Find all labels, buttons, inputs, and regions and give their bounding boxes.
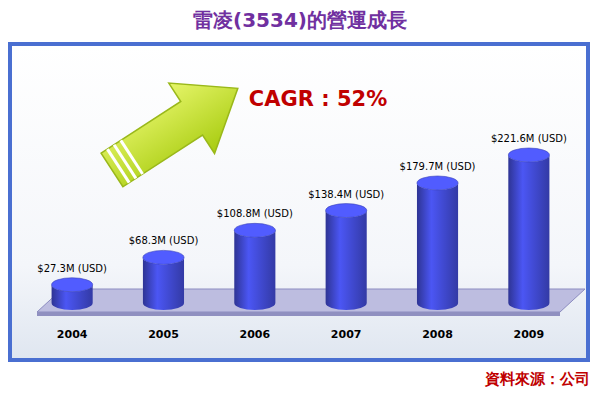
x-tick-label: 2005 [148, 328, 179, 341]
bar [417, 183, 458, 310]
x-tick-label: 2008 [422, 328, 453, 341]
bar-cap [52, 278, 93, 292]
data-label: $221.6M (USD) [491, 133, 567, 144]
bar-cap [326, 204, 367, 218]
x-tick: 2008 [422, 328, 453, 341]
bar-cap [508, 148, 549, 162]
bar-cap [143, 250, 184, 264]
bar [326, 211, 367, 310]
x-tick-label: 2006 [240, 328, 271, 341]
plot-area [52, 148, 550, 310]
x-tick: 2006 [240, 328, 271, 341]
data-label: $179.7M (USD) [400, 161, 476, 172]
chart: 雷凌(3534)的營運成長 CAGR : 52% $27.3M (USD) $68.3… [0, 0, 600, 393]
bar-cap [417, 176, 458, 190]
bar [508, 155, 549, 310]
plot-frame [10, 44, 588, 360]
bar [143, 257, 184, 310]
data-label: $108.8M (USD) [217, 208, 293, 219]
x-tick: 2004 [57, 328, 88, 341]
floor [37, 289, 585, 312]
data-label: $27.3M (USD) [37, 263, 107, 274]
x-axis: 2004 2005 2006 2007 2008 2009 [57, 328, 544, 341]
source: 資料來源：公司 [484, 370, 590, 388]
bar [234, 230, 275, 310]
x-tick: 2009 [514, 328, 545, 341]
x-tick: 2005 [148, 328, 179, 341]
data-label: $68.3M (USD) [129, 235, 199, 246]
bar-cap [234, 223, 275, 237]
annotation: CAGR : 52% [249, 87, 387, 111]
chart-title: 雷凌(3534)的營運成長 [193, 8, 407, 32]
x-tick: 2007 [331, 328, 362, 341]
arrow [89, 53, 261, 205]
x-tick-label: 2004 [57, 328, 88, 341]
x-tick-label: 2007 [331, 328, 362, 341]
floor-edge [37, 312, 560, 316]
x-tick-label: 2009 [514, 328, 545, 341]
data-label: $138.4M (USD) [308, 189, 384, 200]
arrow-shape [89, 53, 261, 205]
arrow-stripe [120, 140, 144, 175]
